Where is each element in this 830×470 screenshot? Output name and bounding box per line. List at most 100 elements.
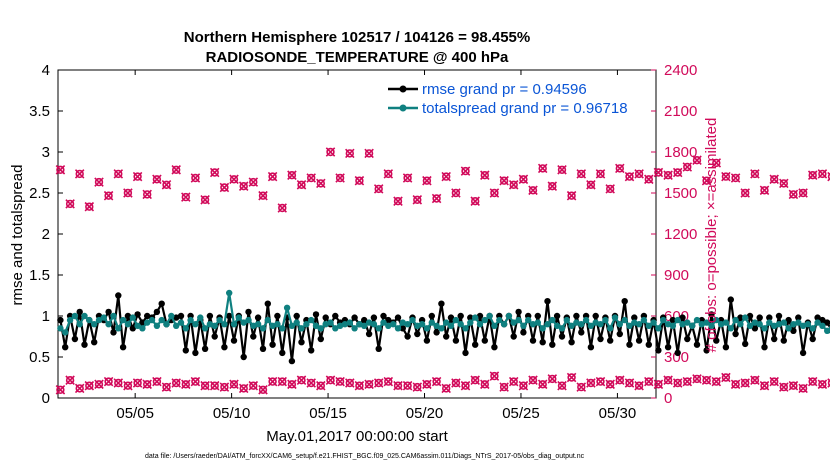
obs-count-upper-cross <box>190 173 201 183</box>
totalspread-point <box>288 322 296 329</box>
obs-count-upper-cross <box>238 181 249 191</box>
obs-count-upper-circle <box>625 172 634 181</box>
obs-count-lower-circle <box>519 381 528 390</box>
rmse-point <box>520 329 527 336</box>
rmse-point <box>245 308 252 316</box>
rmse-point <box>751 325 759 332</box>
legend-rmse-label: rmse grand pr = 0.94596 <box>422 81 587 98</box>
obs-count-lower-circle <box>721 373 731 382</box>
rmse-point <box>467 314 474 321</box>
obs-count-upper-circle <box>779 179 788 188</box>
totalspread-point <box>746 322 754 329</box>
obs-count-upper-cross <box>557 165 567 175</box>
totalspread-point <box>293 319 300 326</box>
obs-count-lower-cross <box>65 375 75 385</box>
obs-count-lower-circle <box>403 381 412 390</box>
rmse-point <box>254 314 262 321</box>
obs-count-lower-circle <box>577 382 586 392</box>
totalspread-point <box>245 316 252 324</box>
totalspread-point <box>578 321 585 328</box>
totalspread-point <box>95 316 103 324</box>
totalspread-point <box>655 325 662 332</box>
obs-count-upper-cross <box>325 147 336 157</box>
obs-count-lower-circle <box>769 377 779 386</box>
rmse-point <box>370 314 378 321</box>
totalspread-point <box>91 321 98 328</box>
obs-count-upper-circle <box>567 191 576 200</box>
obs-count-upper-circle <box>297 180 306 190</box>
totalspread-point <box>264 316 271 324</box>
obs-count-upper-cross <box>624 171 635 182</box>
totalspread-point <box>799 322 807 329</box>
y-left-tick-label: 2.5 <box>29 185 50 202</box>
y-right-tick-label: 1200 <box>664 226 697 243</box>
totalspread-point <box>553 322 561 329</box>
rmse-point <box>703 347 710 354</box>
obs-count-upper-cross <box>634 169 644 179</box>
obs-count-lower-circle <box>422 380 432 389</box>
obs-count-upper-circle <box>287 171 297 180</box>
obs-count-lower-circle <box>345 378 354 388</box>
obs-count-lower-circle <box>731 380 740 389</box>
obs-count-lower-circle <box>114 378 123 388</box>
obs-count-lower-circle <box>297 376 306 385</box>
rmse-point <box>809 335 816 343</box>
obs-count-upper-cross <box>181 192 191 202</box>
obs-count-upper-circle <box>422 176 432 185</box>
obs-count-upper-cross <box>142 189 152 200</box>
obs-count-upper-circle <box>586 180 596 190</box>
totalspread-point <box>452 316 460 324</box>
obs-count-upper-circle <box>345 149 354 158</box>
y-left-tick-label: 1 <box>42 308 50 325</box>
obs-count-lower-cross <box>354 380 365 391</box>
totalspread-point <box>751 319 759 326</box>
rmse-point <box>279 349 286 357</box>
rmse-point <box>539 339 546 346</box>
obs-count-upper-cross <box>672 167 683 178</box>
obs-count-lower-cross <box>759 380 770 391</box>
x-tick-label: 05/20 <box>406 405 444 422</box>
obs-count-lower-cross <box>287 379 297 390</box>
obs-count-lower-circle <box>172 378 181 388</box>
rmse-point <box>298 339 305 346</box>
totalspread-point <box>365 319 373 326</box>
obs-count-lower-cross <box>325 375 336 385</box>
obs-count-lower-cross <box>306 378 316 388</box>
totalspread-point <box>134 322 141 329</box>
obs-count-lower-circle <box>123 381 133 390</box>
obs-count-lower-circle <box>143 380 152 389</box>
obs-count-lower-cross <box>644 376 654 387</box>
footer-data-file: data file: /Users/raeder/DAI/ATM_forcXX/… <box>145 453 585 460</box>
totalspread-point <box>742 314 749 321</box>
totalspread-point <box>254 321 262 328</box>
totalspread-point <box>390 321 397 328</box>
obs-count-lower-cross <box>692 374 702 384</box>
totalspread-point <box>211 322 218 329</box>
totalspread-point <box>669 322 677 329</box>
obs-count-lower-cross <box>373 378 384 388</box>
obs-count-lower-circle <box>287 380 297 389</box>
obs-count-lower-cross <box>132 378 143 388</box>
obs-count-upper-circle <box>442 172 451 181</box>
rmse-point <box>308 347 315 354</box>
obs-count-upper-circle <box>413 195 422 205</box>
obs-count-lower-circle <box>490 371 499 381</box>
totalspread-point <box>351 325 358 332</box>
totalspread-point <box>409 316 416 324</box>
rmse-point <box>380 312 387 320</box>
obs-count-upper-circle <box>731 173 740 183</box>
obs-count-lower-cross <box>412 382 423 392</box>
totalspread-point <box>457 321 464 328</box>
obs-count-lower-cross <box>663 375 673 385</box>
obs-count-upper-cross <box>518 174 529 185</box>
rmse-point <box>158 300 165 307</box>
rmse-point <box>573 312 580 320</box>
obs-count-upper-cross <box>113 169 124 179</box>
totalspread-point <box>496 316 503 324</box>
obs-count-lower-circle <box>393 381 403 390</box>
totalspread-point <box>182 325 189 332</box>
chart-title: Northern Hemisphere 102517 / 104126 = 98… <box>184 29 530 46</box>
rmse-point <box>264 300 271 307</box>
obs-count-lower-cross <box>335 376 345 387</box>
totalspread-point <box>105 321 112 328</box>
